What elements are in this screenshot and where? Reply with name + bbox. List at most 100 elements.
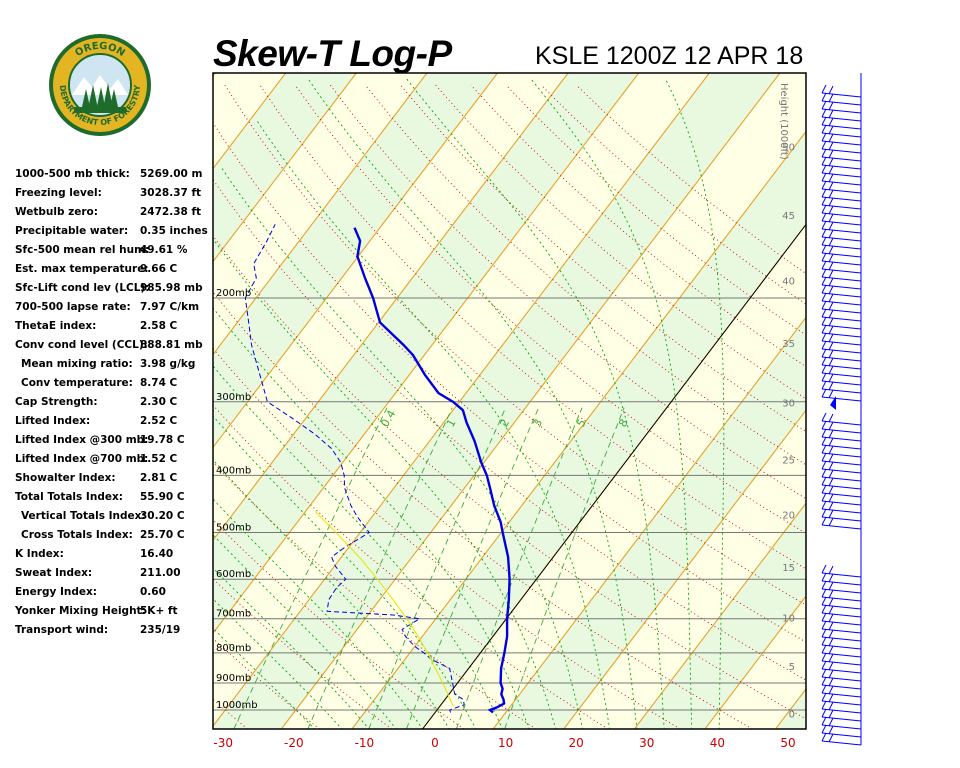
wind-barb: [821, 652, 862, 666]
height-tick-label: 30: [782, 398, 795, 409]
wind-barb: [821, 436, 862, 450]
wind-barb: [821, 356, 862, 370]
dewpoint-profile-line: [244, 224, 465, 713]
wind-barb: [821, 284, 862, 298]
stat-value: 0.35 inches: [140, 225, 208, 237]
temperature-profile-line: [353, 227, 511, 714]
stat-label: Conv cond level (CCL):: [15, 339, 148, 351]
stat-label: Est. max temperature:: [15, 263, 149, 275]
isotherm-line: [213, 73, 357, 263]
moist-adiabat-line: [213, 415, 477, 729]
stat-label: Conv temperature:: [21, 377, 133, 389]
isotherm-line: [563, 409, 806, 729]
wind-barb: [821, 484, 862, 498]
isotherm-line: [0, 73, 145, 729]
plot-frame: [212, 72, 807, 730]
isotherm-line: [492, 316, 806, 729]
wind-barb: [821, 428, 862, 442]
stat-value: 2.58 C: [140, 320, 178, 332]
stat-value: 985.98 mb: [140, 282, 203, 294]
wind-barb: [821, 444, 862, 458]
pressure-label: 1000mb: [216, 700, 258, 711]
stat-value: 3.98 g/kg: [140, 358, 196, 370]
parcel-path-line: [314, 510, 454, 707]
dry-adiabat-line: [213, 698, 248, 729]
wind-barb: [821, 700, 862, 714]
moist-adiabat-line: [213, 598, 343, 729]
wind-barb: [821, 132, 862, 146]
wind-barb: [821, 308, 862, 322]
wind-barb: [821, 388, 862, 402]
temperature-band: [213, 73, 780, 729]
stat-label: Cap Strength:: [15, 396, 98, 408]
height-tick-label: 15: [782, 563, 795, 574]
chart-title: Skew-T Log-P: [213, 33, 452, 74]
x-tick-label: -10: [355, 736, 375, 750]
wind-barb: [821, 620, 862, 634]
wind-barb: [821, 108, 862, 122]
stat-value: 5269.00 m: [140, 168, 203, 180]
stat-label: Lifted Index:: [15, 415, 91, 427]
dry-adiabat-line: [213, 122, 806, 643]
stat-label: 1000-500 mb thick:: [15, 168, 130, 180]
pressure-label: 800mb: [216, 643, 251, 654]
wind-barb: [821, 612, 862, 626]
stat-label: Freezing level:: [15, 187, 102, 199]
logo-top-text: OREGON: [73, 41, 126, 59]
wind-barb: [821, 172, 862, 186]
wind-barb: [821, 732, 862, 746]
pressure-label: 400mb: [216, 465, 251, 476]
wind-barb: [821, 220, 862, 234]
wind-barb: [821, 476, 862, 490]
stat-label: Showalter Index:: [15, 472, 116, 484]
wind-barb: [821, 164, 862, 178]
stat-value: 2.52 C: [140, 415, 178, 427]
mixing-ratio-line: [368, 407, 507, 729]
stat-value: 55.90 C: [140, 491, 185, 503]
mixing-ratio-line: [233, 407, 388, 729]
wind-barb: [821, 196, 862, 210]
moist-adiabat-line: [213, 627, 316, 729]
wind-barb: [821, 116, 862, 130]
temperature-band: [0, 73, 74, 729]
wind-barb: [821, 300, 862, 314]
wind-barb: [821, 268, 862, 282]
wind-barb: [821, 148, 862, 162]
wind-barb: [821, 372, 862, 386]
stat-value: 49.61 %: [140, 244, 188, 256]
wind-barb: [821, 276, 862, 290]
wind-barb: [821, 236, 862, 250]
pressure-label: 200mb: [216, 288, 251, 299]
mixing-ratio-line: [504, 407, 625, 729]
wind-barb: [821, 140, 862, 154]
pressure-label: 500mb: [216, 523, 251, 534]
moist-adiabat-line: [213, 534, 397, 729]
isotherm-line: [213, 73, 428, 356]
wind-barb: [821, 468, 862, 482]
stat-label: Precipitable water:: [15, 225, 129, 237]
moist-adiabat-line: [220, 166, 584, 729]
stat-value: 2472.38 ft: [140, 206, 202, 218]
wind-barb: [821, 340, 862, 354]
stat-value: 25.70 C: [140, 529, 185, 541]
wind-barb: [821, 660, 862, 674]
stat-value: 5K+ ft: [140, 605, 178, 617]
wind-barb: [821, 604, 862, 618]
wind-barb: [821, 380, 862, 394]
moist-adiabat-line: [213, 567, 370, 729]
height-tick-label: 20: [782, 510, 795, 521]
height-tick-label: 35: [782, 339, 795, 350]
wind-barb: [821, 636, 862, 650]
isotherm-line: [351, 130, 806, 729]
stat-value: 211.00: [140, 567, 181, 579]
wind-barb: [821, 212, 862, 226]
station-time-label: KSLE 1200Z 12 APR 18: [535, 42, 804, 70]
stat-label: Total Totals Index:: [15, 491, 123, 503]
stat-value: 16.40: [140, 548, 174, 560]
wind-barb: [821, 204, 862, 218]
stat-label: Transport wind:: [15, 624, 109, 636]
wind-barb: [821, 572, 862, 586]
x-tick-label: 20: [569, 736, 584, 750]
wind-barb: [821, 516, 862, 530]
